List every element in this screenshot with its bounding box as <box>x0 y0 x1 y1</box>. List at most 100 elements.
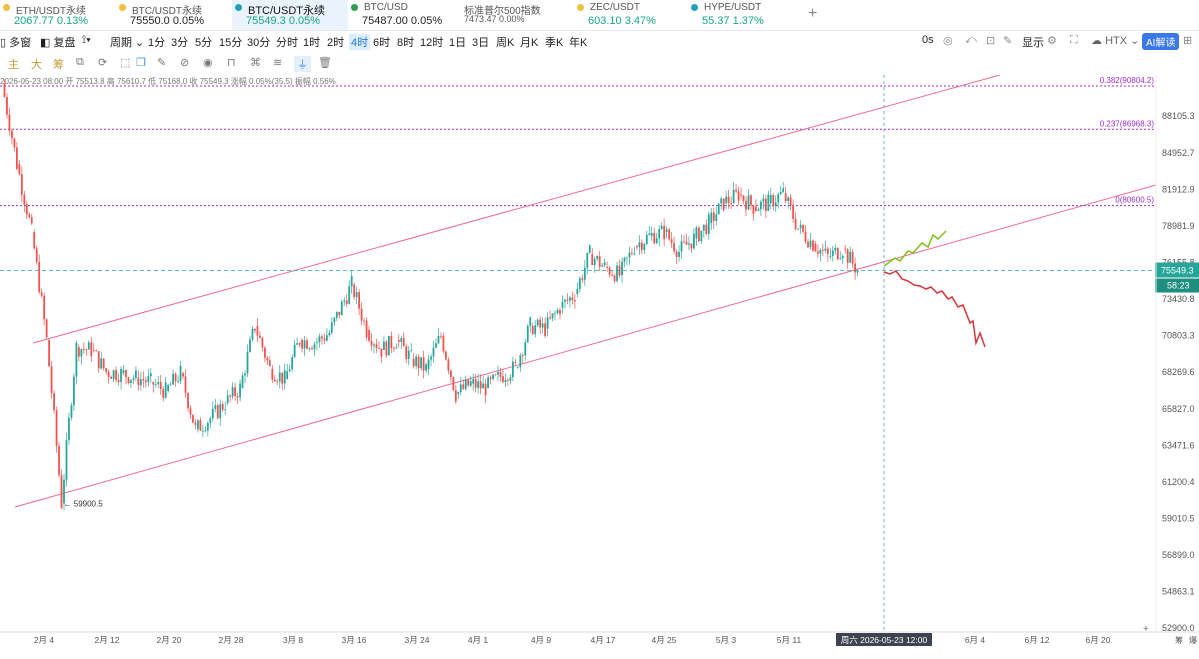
candle-body <box>45 319 48 338</box>
symbol-tab[interactable]: BTC/USDT永续 75550.0 0.05% <box>116 0 232 30</box>
candle-body <box>700 230 703 242</box>
price-tick-label: 84952.7 <box>1162 148 1195 158</box>
display-button[interactable]: 显示 <box>1022 37 1044 49</box>
coin-icon <box>119 4 126 11</box>
candle-body <box>30 217 33 224</box>
expand-icon[interactable]: ⬚ <box>120 57 131 69</box>
exchange-select[interactable]: ☁ HTX ⌄ <box>1091 35 1140 47</box>
candle-body <box>809 240 812 248</box>
multi-window-button[interactable]: ▯ 多窗 <box>0 37 32 49</box>
interval-option[interactable]: 5分 <box>195 37 213 49</box>
replay-button[interactable]: ◧ 复盘 <box>40 37 76 49</box>
candle-body <box>440 335 442 337</box>
symbol-tab[interactable]: 标准普尔500指数 7473.47 0.00% <box>462 0 574 30</box>
add-tab-icon[interactable]: + <box>808 5 818 22</box>
candle-body <box>43 295 46 320</box>
candle-body <box>807 241 809 248</box>
large-order-button[interactable]: 大 <box>31 59 42 71</box>
period-dropdown[interactable]: 周期 ⌄ <box>110 37 145 49</box>
link-icon[interactable]: ⌘ <box>250 57 261 69</box>
layers-icon[interactable]: ≋ <box>273 57 283 69</box>
price-tick-label: 65827.0 <box>1162 404 1195 414</box>
interval-option[interactable]: 周K <box>496 37 515 49</box>
settings-icon[interactable]: ⚙ <box>1047 35 1057 47</box>
candle-body <box>784 193 787 202</box>
filter-icon[interactable]: ⏚ <box>294 56 311 72</box>
candle-body <box>221 404 224 410</box>
candle-body <box>556 309 559 314</box>
undo-icon[interactable]: ⤺ <box>965 34 977 46</box>
candle-body <box>33 232 36 249</box>
candle-body <box>536 319 539 326</box>
interval-option[interactable]: 分时 <box>276 37 298 49</box>
candle-body <box>251 328 254 340</box>
interval-option[interactable]: 8时 <box>397 37 415 49</box>
interval-option[interactable]: 3分 <box>171 37 189 49</box>
fullscreen-icon[interactable]: ⛶ <box>1070 34 1078 46</box>
candle-body <box>702 224 705 231</box>
candle-body <box>395 347 398 349</box>
candle-body <box>231 387 234 397</box>
eye-icon[interactable]: ◉ <box>203 57 213 69</box>
interval-option[interactable]: 6时 <box>373 37 391 49</box>
chart-type-icon[interactable]: ⟟▾ <box>82 34 91 46</box>
candle-body <box>325 335 328 341</box>
interval-option[interactable]: 1时 <box>303 37 321 49</box>
pencil-icon[interactable]: ✎ <box>157 57 167 69</box>
main-indicator-button[interactable]: 主 <box>8 59 19 71</box>
copy-icon[interactable]: ❐ <box>136 57 146 69</box>
magnet-icon[interactable]: ⟳ <box>98 57 108 69</box>
price-tick-label: 88105.3 <box>1162 111 1195 121</box>
candle-body <box>821 249 824 251</box>
interval-option[interactable]: 12时 <box>420 37 444 49</box>
interval-option[interactable]: 月K <box>520 37 539 49</box>
interval-option[interactable]: 15分 <box>219 37 243 49</box>
candle-body <box>449 370 452 378</box>
camera-icon[interactable]: ◎ <box>943 35 953 47</box>
ruler-icon[interactable]: ⊘ <box>180 57 190 69</box>
interval-option[interactable]: 1日 <box>449 37 467 49</box>
interval-option[interactable]: 30分 <box>247 37 271 49</box>
candle-body <box>494 374 497 376</box>
candle-body <box>402 338 405 347</box>
symbol-tab[interactable]: HYPE/USDT 55.37 1.37% <box>688 0 798 30</box>
candle-body <box>673 243 675 252</box>
compare-icon[interactable]: ⧉ <box>76 56 84 68</box>
candle-body <box>769 195 772 204</box>
interval-option[interactable]: 2时 <box>327 37 345 49</box>
symbol-tab[interactable]: BTC/USDT永续 75549.3 0.05% <box>232 0 348 30</box>
candle-body <box>720 198 723 204</box>
candle-body <box>839 258 842 260</box>
candle-body <box>603 262 606 266</box>
price-chart[interactable]: 0.382(90804.2) 0.237(86968.3) 0(80600.5) 20… <box>0 74 1199 654</box>
candle-body <box>415 356 418 367</box>
symbol-tab[interactable]: BTC/USD 75487.00 0.05% <box>348 0 462 30</box>
grid-icon[interactable]: ⊞ <box>1183 35 1193 47</box>
candle-body <box>467 379 470 386</box>
candle-body <box>313 344 316 350</box>
interval-option[interactable]: 4时 <box>349 34 371 50</box>
ai-analysis-button[interactable]: AI解读 <box>1142 33 1180 50</box>
symbol-tab[interactable]: ZEC/USDT 603.10 3.47% <box>574 0 688 30</box>
draw-icon[interactable]: ✎ <box>1003 35 1013 47</box>
candle-body <box>278 372 281 382</box>
candle-body <box>338 311 341 316</box>
interval-option[interactable]: 年K <box>569 37 588 49</box>
candle-body <box>122 370 125 374</box>
lock-icon[interactable]: ⊓ <box>227 57 236 69</box>
delete-icon[interactable]: 🗑 <box>318 57 332 69</box>
interval-option[interactable]: 季K <box>545 37 564 49</box>
candle-body <box>626 257 628 259</box>
interval-option[interactable]: 1分 <box>148 37 166 49</box>
candle-body <box>130 379 132 384</box>
candle-body <box>660 225 663 230</box>
price-tick-label: 54863.1 <box>1162 587 1195 597</box>
chips-button[interactable]: 筹 <box>53 59 64 71</box>
symbol-tab[interactable]: ETH/USDT永续 2067.77 0.13% <box>0 0 116 30</box>
candle-body <box>623 257 626 262</box>
candle-body <box>447 359 450 371</box>
layout-icon[interactable]: ⊡ <box>986 35 996 47</box>
candle-body <box>549 317 551 319</box>
candle-body <box>266 357 269 361</box>
interval-option[interactable]: 3日 <box>472 37 490 49</box>
